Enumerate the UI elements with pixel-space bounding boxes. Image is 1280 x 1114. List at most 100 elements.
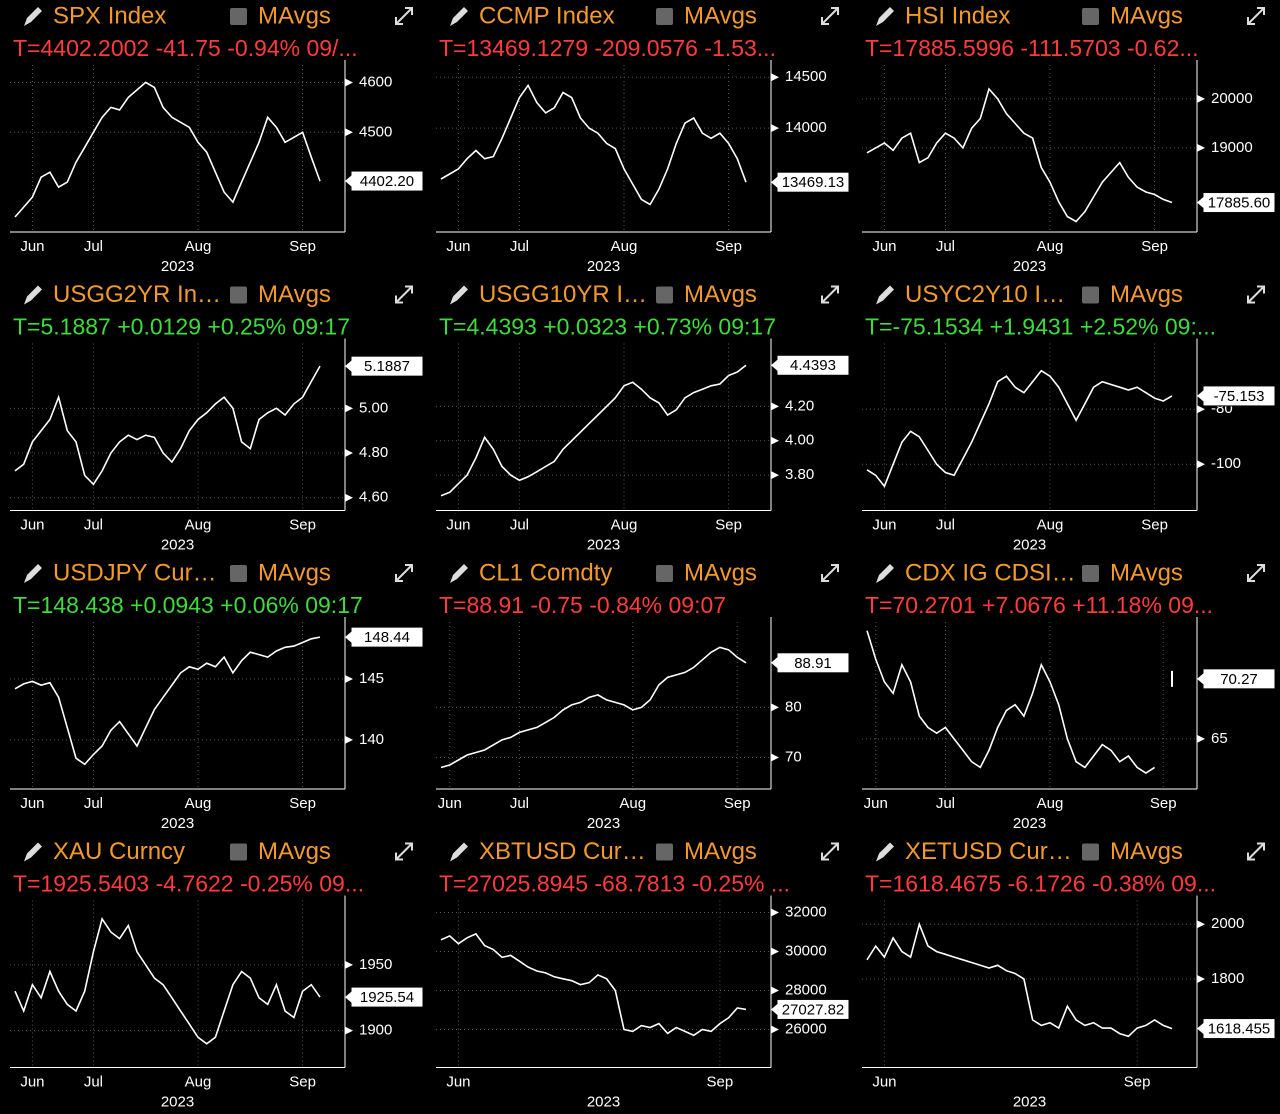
edit-icon[interactable]: [876, 842, 894, 862]
y-tick-label: 4.20: [785, 397, 814, 414]
last-value-pointer: [1197, 1022, 1204, 1035]
expand-icon[interactable]: [821, 842, 839, 861]
mavgs-checkbox[interactable]: [1082, 565, 1099, 582]
mavgs-checkbox[interactable]: [230, 8, 247, 25]
chart-title[interactable]: XBTUSD Cur…: [479, 838, 646, 865]
mavgs-checkbox[interactable]: [656, 565, 673, 582]
last-value-pointer: [345, 360, 352, 373]
y-tick-mark: [771, 471, 779, 480]
edit-icon[interactable]: [450, 7, 468, 26]
chart-title[interactable]: HSI Index: [905, 2, 1010, 29]
y-tick-mark: [771, 73, 779, 82]
y-tick-mark: [345, 404, 353, 413]
chart-title[interactable]: CCMP Index: [479, 2, 615, 29]
x-tick-label: Sep: [289, 516, 316, 533]
edit-icon[interactable]: [450, 285, 468, 305]
mavgs-checkbox[interactable]: [656, 843, 673, 861]
edit-icon[interactable]: [24, 564, 42, 583]
mavgs-label[interactable]: MAvgs: [684, 559, 757, 586]
quote-line: T=-75.1534 +1.9431 +2.52% 09:...: [865, 314, 1216, 340]
expand-icon[interactable]: [1247, 285, 1265, 304]
edit-icon[interactable]: [24, 285, 42, 305]
chart-panel: CL1 Comdty MAvgs T=88.91 -0.75 -0.84% 09:0…: [436, 559, 850, 832]
expand-icon[interactable]: [821, 285, 839, 304]
mavgs-checkbox[interactable]: [1082, 843, 1099, 861]
expand-icon[interactable]: [395, 7, 413, 25]
chart-title[interactable]: XETUSD Cur…: [905, 838, 1072, 865]
last-value-pointer: [771, 359, 778, 372]
mavgs-label[interactable]: MAvgs: [1110, 838, 1183, 865]
expand-icon[interactable]: [1247, 842, 1265, 861]
price-line: [14, 636, 321, 766]
mavgs-checkbox[interactable]: [230, 565, 247, 582]
quote-line: T=27025.8945 -68.7813 -0.25% ...: [439, 871, 790, 897]
y-tick-label: 65: [1211, 730, 1228, 747]
expand-icon[interactable]: [1247, 564, 1265, 582]
x-tick-label: Sep: [289, 1073, 316, 1090]
edit-icon[interactable]: [876, 7, 894, 26]
chart-title[interactable]: USGG2YR In…: [53, 281, 221, 308]
quote-line: T=13469.1279 -209.0576 -1.53...: [439, 35, 776, 61]
quote-line: T=4.4393 +0.0323 +0.73% 09:17: [439, 314, 776, 340]
expand-icon[interactable]: [395, 285, 413, 304]
edit-icon[interactable]: [24, 842, 42, 862]
y-tick-mark: [771, 986, 779, 995]
chart-title[interactable]: USGG10YR I…: [479, 281, 647, 308]
x-tick-label: Aug: [185, 1073, 212, 1090]
last-value-pointer: [345, 175, 352, 188]
mavgs-checkbox[interactable]: [230, 286, 247, 304]
mavgs-label[interactable]: MAvgs: [1110, 2, 1183, 29]
mavgs-label[interactable]: MAvgs: [684, 838, 757, 865]
last-value-pointer: [1197, 196, 1204, 209]
x-axis-year: 2023: [161, 815, 194, 832]
chart-title[interactable]: XAU Curncy: [53, 838, 185, 865]
mavgs-label[interactable]: MAvgs: [258, 2, 331, 29]
x-tick-label: Jun: [20, 1073, 44, 1090]
x-tick-label: Sep: [707, 1073, 734, 1090]
last-value-pointer: [771, 176, 778, 189]
mavgs-checkbox[interactable]: [656, 286, 673, 304]
edit-icon[interactable]: [450, 842, 468, 862]
x-tick-label: Aug: [1037, 238, 1064, 255]
chart-title[interactable]: CDX IG CDSI…: [905, 559, 1076, 586]
y-tick-mark: [1197, 920, 1205, 929]
expand-icon[interactable]: [821, 7, 839, 25]
y-tick-mark: [345, 1026, 353, 1035]
x-tick-label: Sep: [724, 795, 751, 812]
mavgs-checkbox[interactable]: [230, 843, 247, 861]
last-value-pointer: [345, 631, 352, 644]
mavgs-checkbox[interactable]: [1082, 286, 1099, 304]
x-tick-label: Aug: [611, 516, 638, 533]
last-value-label: 88.91: [794, 655, 832, 672]
expand-icon[interactable]: [821, 564, 839, 582]
mavgs-label[interactable]: MAvgs: [258, 281, 331, 308]
edit-icon[interactable]: [450, 564, 468, 583]
chart-title[interactable]: USYC2Y10 I…: [905, 281, 1065, 308]
chart-panel: XETUSD Cur… MAvgs T=1618.4675 -6.1726 -0.3…: [862, 838, 1276, 1110]
y-tick-label: 3.80: [785, 466, 814, 483]
edit-icon[interactable]: [24, 7, 42, 26]
x-tick-label: Sep: [1124, 1073, 1151, 1090]
mavgs-label[interactable]: MAvgs: [258, 559, 331, 586]
y-tick-label: 19000: [1211, 139, 1253, 156]
expand-icon[interactable]: [395, 842, 413, 861]
x-tick-label: Jun: [438, 795, 462, 812]
edit-icon[interactable]: [876, 285, 894, 305]
chart-title[interactable]: USDJPY Cur…: [53, 559, 217, 586]
chart-title[interactable]: CL1 Comdty: [479, 559, 612, 586]
x-tick-label: Jun: [446, 516, 470, 533]
mavgs-label[interactable]: MAvgs: [684, 281, 757, 308]
mavgs-checkbox[interactable]: [656, 8, 673, 25]
expand-icon[interactable]: [395, 564, 413, 582]
mavgs-checkbox[interactable]: [1082, 8, 1099, 25]
x-axis-year: 2023: [1013, 815, 1046, 832]
mavgs-label[interactable]: MAvgs: [1110, 281, 1183, 308]
quote-line: T=17885.5996 -111.5703 -0.62...: [865, 35, 1199, 61]
edit-icon[interactable]: [876, 564, 894, 583]
expand-icon[interactable]: [1247, 7, 1265, 25]
chart-title[interactable]: SPX Index: [53, 2, 166, 29]
mavgs-label[interactable]: MAvgs: [684, 2, 757, 29]
mavgs-label[interactable]: MAvgs: [1110, 559, 1183, 586]
mavgs-label[interactable]: MAvgs: [258, 838, 331, 865]
y-tick-mark: [771, 753, 779, 762]
